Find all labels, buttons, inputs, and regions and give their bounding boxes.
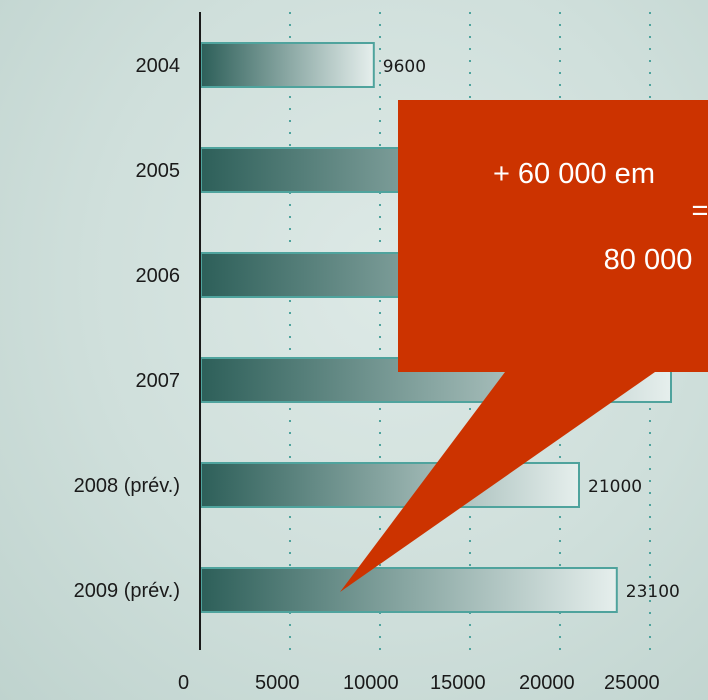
callout-line-3: 80 000 — [604, 244, 693, 276]
category-label: 2007 — [136, 370, 181, 392]
category-label: 2005 — [136, 160, 181, 182]
category-label: 2004 — [136, 55, 181, 77]
value-labels: 9600 21000 23100 — [383, 57, 680, 602]
bar — [200, 462, 580, 508]
callout-pointer — [340, 372, 655, 592]
x-tick-labels: 0 5000 10000 15000 20000 25000 — [178, 672, 660, 694]
callout-text: + 60 000 em = 80 000 — [493, 158, 708, 276]
category-label: 2006 — [136, 265, 181, 287]
x-tick-label: 25000 — [604, 672, 660, 694]
value-label: 21000 — [588, 477, 642, 497]
category-label: 2009 (prév.) — [74, 580, 180, 602]
bar — [200, 567, 618, 613]
x-tick-label: 5000 — [255, 672, 300, 694]
x-tick-label: 15000 — [430, 672, 486, 694]
callout-line-1: + 60 000 em — [493, 158, 655, 190]
value-label: 23100 — [626, 582, 680, 602]
callout: + 60 000 em = 80 000 — [340, 100, 708, 592]
callout-box — [398, 100, 708, 372]
x-tick-label: 0 — [178, 672, 189, 694]
x-tick-label: 10000 — [343, 672, 399, 694]
category-labels: 2004 2005 2006 2007 2008 (prév.) 2009 (prév.) — [74, 55, 180, 602]
callout-line-2: = — [692, 195, 708, 227]
category-label: 2008 (prév.) — [74, 475, 180, 497]
bar — [200, 42, 375, 88]
x-tick-label: 20000 — [519, 672, 575, 694]
value-label: 9600 — [383, 57, 426, 77]
